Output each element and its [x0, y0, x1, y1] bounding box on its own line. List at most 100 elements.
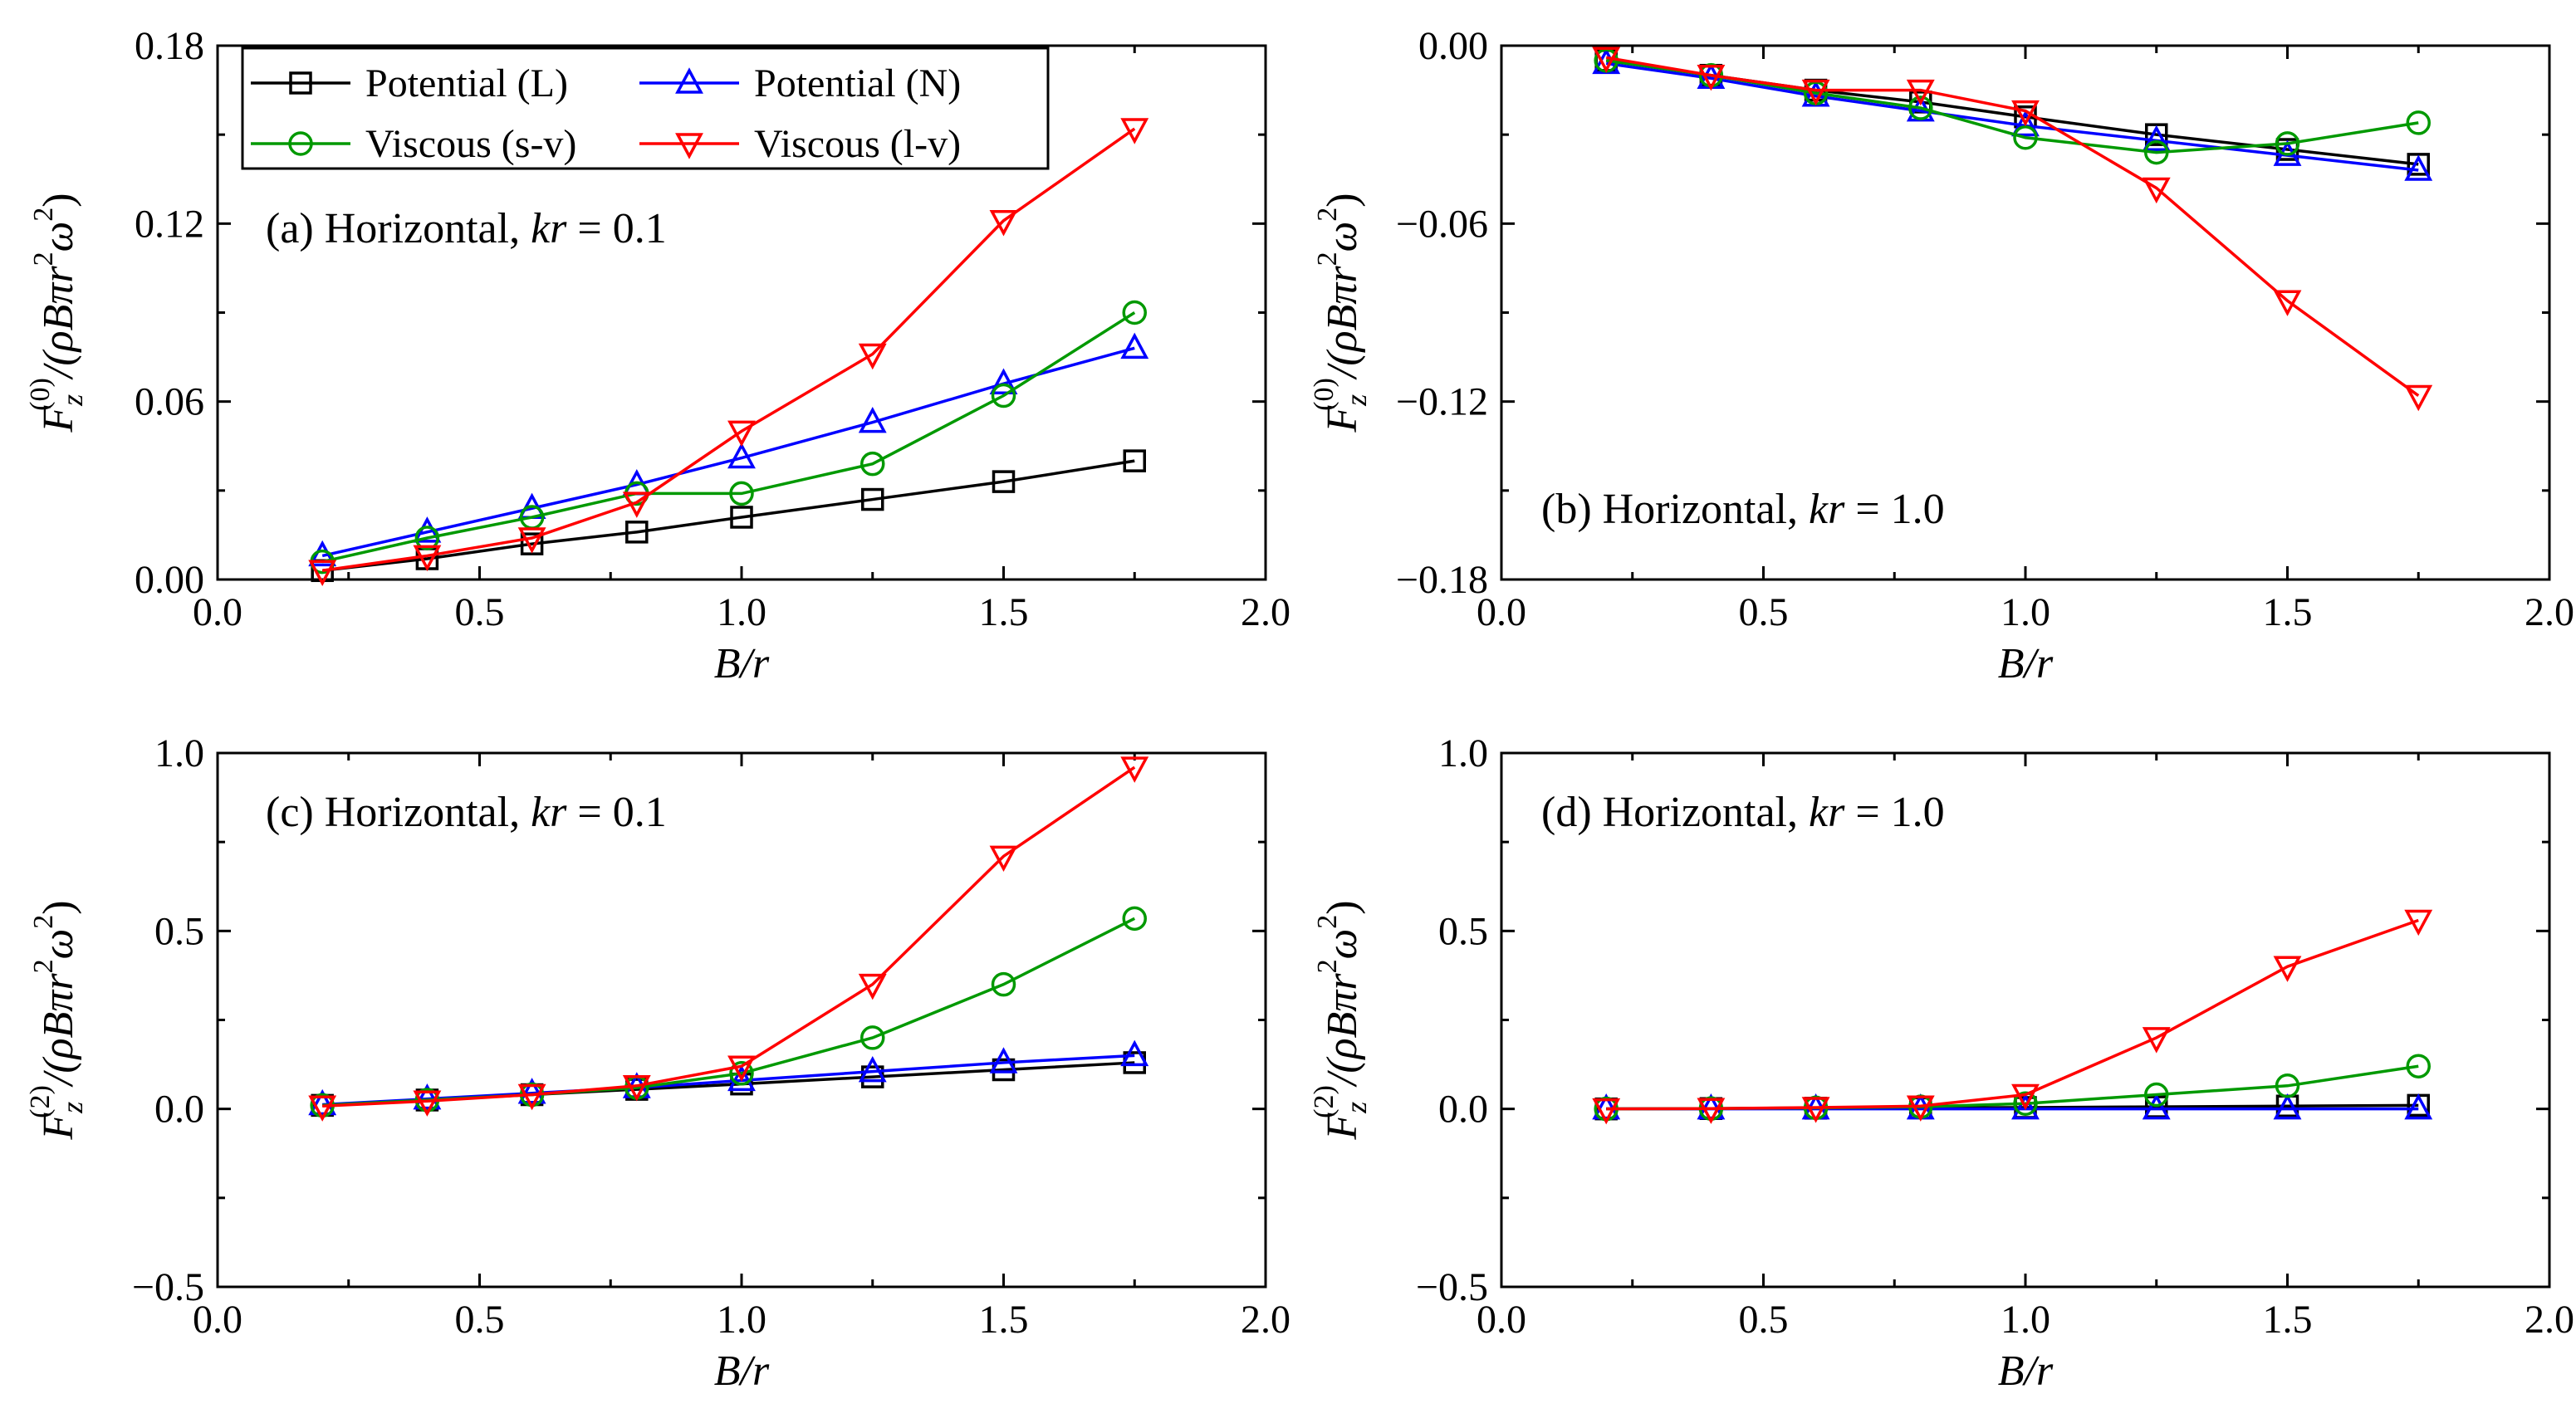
data-point: [860, 451, 885, 477]
y-tick-label: 1.0: [154, 731, 204, 775]
data-point: [2142, 1093, 2171, 1120]
data-point: [860, 1025, 885, 1050]
chart-panel-d: 0.0 0.5 1.0 1.5 2.0−0.50.00.51.0B/rFz(2)/(ρB…: [1309, 731, 2574, 1395]
x-tick-label: 1.5: [2263, 590, 2313, 634]
data-point: [1120, 332, 1149, 359]
data-point: [414, 526, 440, 550]
data-point: [1592, 1093, 1621, 1120]
x-tick-label: 1.5: [2263, 1298, 2313, 1342]
series-line: [1605, 56, 2420, 397]
series-viscous-l-v: [1592, 909, 2433, 1125]
data-point: [2406, 1054, 2431, 1078]
y-tick-label: 0.5: [1438, 909, 1488, 953]
legend-label: Potential (L): [365, 61, 568, 105]
data-point: [858, 1055, 887, 1083]
x-tick-label: 0.0: [193, 1298, 242, 1342]
legend-marker: [675, 67, 703, 94]
data-point: [308, 560, 337, 586]
data-point: [1120, 118, 1149, 144]
data-point: [2144, 139, 2169, 165]
legend-item: Potential (N): [639, 61, 961, 105]
data-point: [413, 1090, 442, 1117]
x-tick-label: 2.0: [2525, 590, 2574, 634]
data-point: [989, 210, 1018, 237]
y-tick-label: 0.0: [154, 1088, 204, 1132]
series-line: [1606, 918, 2419, 1111]
chart-panel-b: 0.0 0.5 1.0 1.5 2.0 0.00 −0.06 −0.12 −0.18 B/r Fz(…: [1309, 24, 2574, 687]
legend: Potential (L) Potential (N) Viscous (s-v) V…: [241, 46, 1050, 170]
legend-label: Viscous (l-v): [754, 122, 961, 166]
data-point: [622, 1075, 651, 1102]
data-point: [413, 545, 442, 572]
data-point: [727, 420, 756, 447]
data-point: [727, 1064, 756, 1092]
x-tick-label: 1.0: [717, 1298, 766, 1342]
series-line: [322, 459, 1135, 573]
data-point: [989, 1047, 1018, 1073]
data-point: [2145, 123, 2168, 146]
data-point: [1801, 79, 1830, 106]
y-tick-label: 0.00: [1418, 24, 1488, 68]
y-axis-title: Fz(0)/(ρBπr2ω2): [1309, 193, 1373, 433]
series-viscous-l-v: [308, 118, 1149, 586]
data-point: [1123, 449, 1146, 472]
data-point: [992, 470, 1016, 493]
data-point: [2013, 125, 2038, 150]
x-tick-label: 2.0: [2525, 1298, 2574, 1342]
data-point: [1592, 1098, 1621, 1125]
x-tick-label: 1.5: [979, 1298, 1029, 1342]
series-line: [321, 127, 1136, 573]
data-point: [727, 1055, 756, 1082]
series-viscous-l-v: [1592, 46, 2433, 412]
data-point: [308, 1088, 337, 1116]
data-point: [1592, 46, 1621, 73]
y-tick-label: −0.5: [1416, 1265, 1488, 1309]
series-potential-l: [311, 449, 1146, 583]
data-point: [517, 527, 546, 554]
data-point: [861, 487, 884, 511]
series-viscous-s-v: [310, 300, 1147, 575]
data-point: [1120, 1039, 1149, 1067]
data-point: [1697, 1098, 1726, 1124]
legend-box: [241, 46, 1050, 170]
series-line: [322, 765, 1136, 1108]
x-axis-title: B/r: [714, 1347, 770, 1395]
data-point: [2011, 100, 2040, 127]
legend-marker: [288, 131, 313, 156]
x-tick-label: 0.0: [1477, 590, 1526, 634]
data-point: [622, 491, 651, 518]
data-point: [1906, 79, 1935, 106]
data-point: [729, 481, 754, 506]
data-point: [858, 343, 887, 370]
legend-marker: [289, 71, 312, 95]
data-point: [991, 971, 1016, 997]
y-tick-label: 0.06: [135, 380, 204, 424]
x-tick-label: 0.0: [193, 590, 242, 634]
y-tick-label: 0.5: [154, 909, 204, 953]
data-point: [727, 442, 756, 469]
data-point: [858, 973, 887, 1000]
y-axis-title: Fz(2)/(ρBπr2ω2): [25, 900, 89, 1140]
x-axis-title: B/r: [714, 640, 770, 687]
data-point: [2144, 1082, 2169, 1108]
panel-title: (d) Horizontal, kr = 1.0: [1541, 789, 1945, 836]
data-point: [2142, 177, 2171, 204]
legend-item: Viscous (l-v): [639, 122, 961, 166]
data-point: [989, 368, 1018, 394]
data-point: [1122, 300, 1147, 325]
data-point: [2013, 1091, 2038, 1116]
x-tick-label: 0.0: [1477, 1298, 1526, 1342]
x-tick-label: 1.5: [979, 590, 1029, 634]
data-point: [1697, 64, 1726, 91]
data-point: [625, 521, 649, 544]
x-axis-title: B/r: [1998, 640, 2054, 687]
x-tick-label: 0.5: [455, 1298, 505, 1342]
data-point: [2011, 1083, 2040, 1111]
y-axis-title: Fz(0)/(ρBπr2ω2): [25, 193, 89, 433]
data-point: [2275, 1073, 2300, 1098]
data-point: [1122, 906, 1147, 932]
y-tick-label: 0.0: [1438, 1088, 1488, 1132]
y-tick-label: −0.5: [132, 1265, 204, 1309]
x-tick-label: 1.0: [2001, 590, 2050, 634]
